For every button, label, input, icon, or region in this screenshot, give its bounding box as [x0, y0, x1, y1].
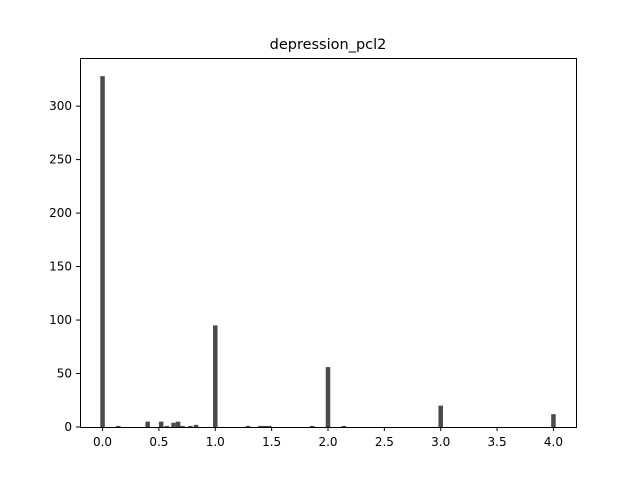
- chart-title: depression_pcl2: [270, 37, 387, 53]
- bar-6: [175, 421, 181, 427]
- x-tick-label-2: 1.0: [206, 435, 225, 449]
- y-tick-label-2: 100: [49, 313, 72, 327]
- bars-group: [100, 76, 556, 428]
- x-tick-label-4: 2.0: [318, 435, 337, 449]
- bar-2: [145, 421, 150, 427]
- bar-5: [171, 422, 176, 427]
- y-axis: 0 50 100 150 200 250 300: [49, 99, 80, 434]
- bar-16: [325, 367, 331, 427]
- y-tick-label-4: 200: [49, 206, 72, 220]
- y-tick-label-1: 50: [57, 367, 72, 381]
- bar-1: [116, 425, 121, 427]
- bar-8: [188, 425, 193, 427]
- y-tick-label-5: 250: [49, 153, 72, 167]
- bar-14: [267, 425, 272, 427]
- bar-4: [164, 425, 170, 427]
- x-tick-label-6: 3.0: [431, 435, 450, 449]
- bar-13: [262, 425, 268, 427]
- plot-frame: [80, 58, 577, 428]
- y-tick-label-0: 0: [64, 420, 72, 434]
- bar-12: [258, 425, 263, 427]
- x-tick-label-7: 3.5: [488, 435, 507, 449]
- x-tick-label-5: 2.5: [375, 435, 394, 449]
- bar-11: [245, 425, 251, 427]
- bar-0: [100, 76, 105, 428]
- bar-3: [158, 421, 164, 427]
- x-tick-label-3: 1.5: [262, 435, 281, 449]
- bar-7: [180, 425, 185, 427]
- bar-15: [309, 425, 315, 427]
- x-tick-label-8: 4.0: [544, 435, 563, 449]
- x-tick-label-0: 0.0: [93, 435, 112, 449]
- bar-18: [438, 405, 443, 427]
- y-tick-label-6: 300: [49, 99, 72, 113]
- bar-17: [341, 425, 347, 427]
- y-tick-label-3: 150: [49, 260, 72, 274]
- bar-9: [193, 424, 199, 427]
- x-tick-label-1: 0.5: [149, 435, 168, 449]
- bar-10: [213, 325, 218, 427]
- x-axis: 0.0 0.5 1.0 1.5 2.0 2.5 3.0 3.5 4.0: [93, 427, 563, 449]
- bar-19: [551, 414, 556, 427]
